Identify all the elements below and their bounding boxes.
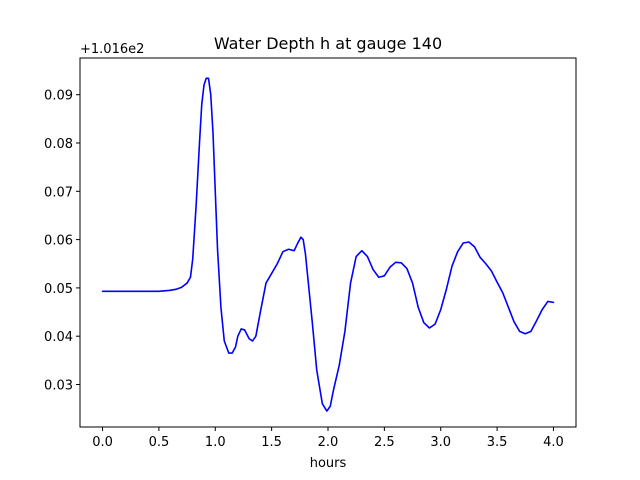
x-tick-label: 1.0 [205, 435, 226, 450]
y-tick-label: 0.07 [44, 185, 73, 200]
x-tick-label: 3.0 [430, 435, 451, 450]
y-axis-offset-label: +1.016e2 [80, 42, 144, 57]
x-axis-label: hours [310, 456, 347, 471]
chart-title: Water Depth h at gauge 140 [214, 34, 442, 53]
plot-area: 0.0 0.5 1.0 1.5 2.0 2.5 3.0 3.5 4.0 0.03 0.04 0.05 0… [44, 57, 577, 450]
x-tick-label: 3.5 [487, 435, 508, 450]
x-tick-label: 1.5 [261, 435, 282, 450]
y-tick-label: 0.05 [44, 282, 73, 297]
y-tick-label: 0.09 [44, 89, 73, 104]
y-tick-label: 0.04 [44, 330, 73, 345]
y-tick-label: 0.08 [44, 137, 73, 152]
x-tick-label: 2.5 [374, 435, 395, 450]
x-tick-label: 0.0 [92, 435, 113, 450]
y-tick-label: 0.03 [44, 378, 73, 393]
x-tick-label: 2.0 [318, 435, 339, 450]
x-tick-label: 0.5 [149, 435, 170, 450]
x-tick-label: 4.0 [543, 435, 564, 450]
y-tick-label: 0.06 [44, 234, 73, 249]
plot-frame [79, 57, 577, 428]
series-line-0 [101, 77, 555, 412]
